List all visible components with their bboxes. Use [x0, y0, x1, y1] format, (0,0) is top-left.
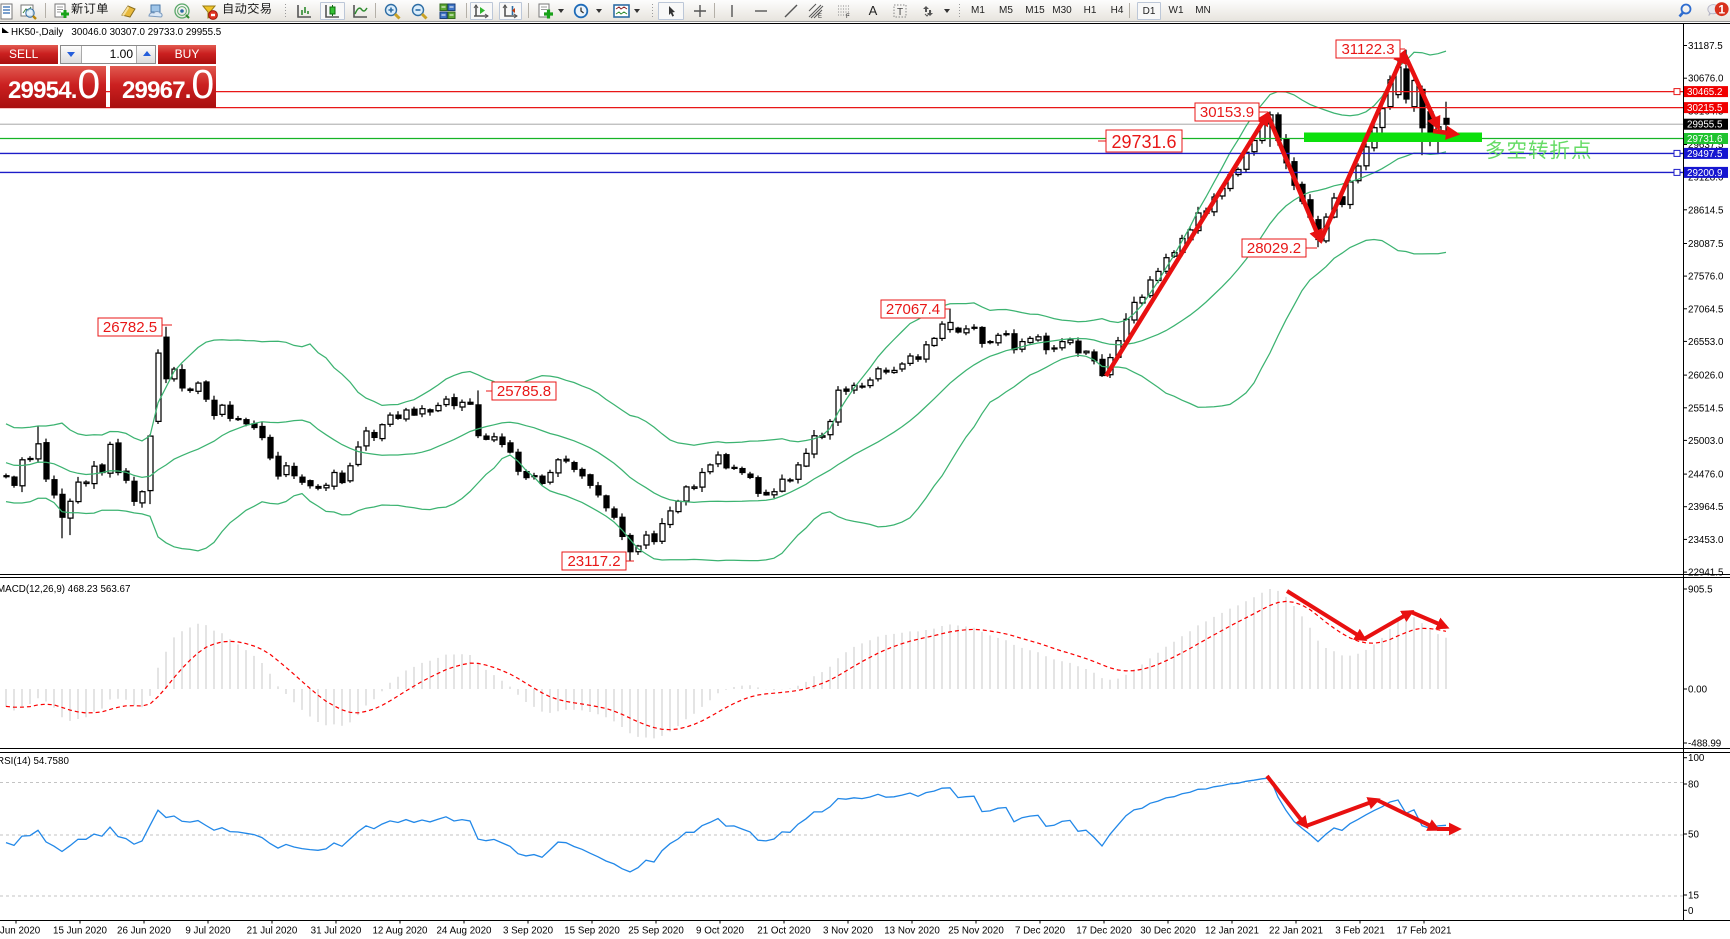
svg-text:25003.0: 25003.0 — [1688, 436, 1724, 447]
svg-text:3 Sep 2020: 3 Sep 2020 — [503, 926, 554, 937]
svg-text:22 Jan 2021: 22 Jan 2021 — [1269, 926, 1323, 937]
svg-text:-488.99: -488.99 — [1688, 739, 1721, 750]
svg-text:26026.0: 26026.0 — [1688, 371, 1724, 382]
svg-text:T: T — [897, 7, 903, 18]
svg-text:80: 80 — [1688, 780, 1699, 791]
svg-text:15 Sep 2020: 15 Sep 2020 — [564, 926, 620, 937]
svg-text:7 Dec 2020: 7 Dec 2020 — [1015, 926, 1066, 937]
svg-text:28614.5: 28614.5 — [1688, 205, 1724, 216]
svg-text:23964.5: 23964.5 — [1688, 502, 1724, 513]
svg-text:F: F — [846, 14, 850, 20]
svg-text:25 Nov 2020: 25 Nov 2020 — [948, 926, 1004, 937]
svg-text:25 Sep 2020: 25 Sep 2020 — [628, 926, 684, 937]
svg-text:17 Feb 2021: 17 Feb 2021 — [1396, 926, 1451, 937]
svg-text:29731.6: 29731.6 — [1687, 134, 1723, 145]
svg-text:22941.5: 22941.5 — [1688, 568, 1724, 579]
svg-text:29200.9: 29200.9 — [1687, 168, 1722, 179]
svg-text:E: E — [818, 14, 822, 20]
svg-text:HK50-,Daily 30046.0 30307.0: HK50-,Daily 30046.0 30307.0 29733.0 2995… — [11, 27, 222, 38]
svg-text:30676.0: 30676.0 — [1688, 74, 1724, 85]
svg-text:100: 100 — [1688, 753, 1705, 764]
svg-text:25514.5: 25514.5 — [1688, 403, 1724, 414]
svg-text:31187.5: 31187.5 — [1688, 41, 1723, 52]
svg-text:15: 15 — [1688, 891, 1699, 902]
svg-text:RSI(14) 54.7580: RSI(14) 54.7580 — [0, 756, 69, 767]
svg-text:30 Dec 2020: 30 Dec 2020 — [1140, 926, 1196, 937]
svg-text:1: 1 — [1718, 2, 1725, 16]
svg-text:30215.5: 30215.5 — [1687, 103, 1723, 114]
svg-text:0: 0 — [1688, 906, 1694, 917]
svg-text:29731.6: 29731.6 — [1111, 132, 1176, 152]
svg-text:9 Oct 2020: 9 Oct 2020 — [696, 926, 744, 937]
svg-text:905.5: 905.5 — [1688, 585, 1713, 596]
svg-text:12 Aug 2020: 12 Aug 2020 — [372, 926, 428, 937]
svg-text:26782.5: 26782.5 — [103, 319, 157, 336]
svg-text:MACD(12,26,9) 468.23 563.67: MACD(12,26,9) 468.23 563.67 — [0, 584, 130, 595]
svg-text:21 Jul 2020: 21 Jul 2020 — [247, 926, 298, 937]
svg-text:13 Nov 2020: 13 Nov 2020 — [884, 926, 940, 937]
svg-text:9 Jul 2020: 9 Jul 2020 — [185, 926, 231, 937]
svg-text:15 Jun 2020: 15 Jun 2020 — [53, 926, 107, 937]
svg-text:27576.0: 27576.0 — [1688, 272, 1724, 283]
svg-text:26553.0: 26553.0 — [1688, 337, 1724, 348]
svg-text:24 Aug 2020: 24 Aug 2020 — [436, 926, 492, 937]
svg-text:12 Jan 2021: 12 Jan 2021 — [1205, 926, 1259, 937]
svg-text:29955.5: 29955.5 — [1687, 120, 1723, 131]
svg-text:26 Jun 2020: 26 Jun 2020 — [117, 926, 171, 937]
svg-text:29128.0: 29128.0 — [1688, 173, 1724, 184]
svg-text:21 Oct 2020: 21 Oct 2020 — [757, 926, 811, 937]
svg-text:31122.3: 31122.3 — [1341, 41, 1394, 58]
svg-text:28087.5: 28087.5 — [1688, 239, 1724, 250]
svg-text:25785.8: 25785.8 — [497, 383, 551, 400]
svg-text:27067.4: 27067.4 — [886, 301, 940, 318]
svg-text:29637.5: 29637.5 — [1688, 140, 1724, 151]
svg-text:23453.0: 23453.0 — [1688, 535, 1724, 546]
svg-text:29497.5: 29497.5 — [1687, 149, 1723, 160]
svg-text:30465.2: 30465.2 — [1687, 87, 1722, 98]
svg-text:8 Jun 2020: 8 Jun 2020 — [0, 926, 41, 937]
svg-text:17 Dec 2020: 17 Dec 2020 — [1076, 926, 1132, 937]
svg-text:0.00: 0.00 — [1688, 685, 1708, 696]
svg-text:50: 50 — [1688, 830, 1699, 841]
svg-text:28029.2: 28029.2 — [1247, 240, 1301, 257]
svg-text:3 Feb 2021: 3 Feb 2021 — [1335, 926, 1385, 937]
svg-text:24476.0: 24476.0 — [1688, 470, 1724, 481]
svg-text:30153.9: 30153.9 — [1200, 104, 1254, 121]
svg-text:3 Nov 2020: 3 Nov 2020 — [823, 926, 874, 937]
svg-text:23117.2: 23117.2 — [567, 553, 620, 570]
svg-text:27064.5: 27064.5 — [1688, 304, 1724, 315]
svg-text:31 Jul 2020: 31 Jul 2020 — [311, 926, 362, 937]
